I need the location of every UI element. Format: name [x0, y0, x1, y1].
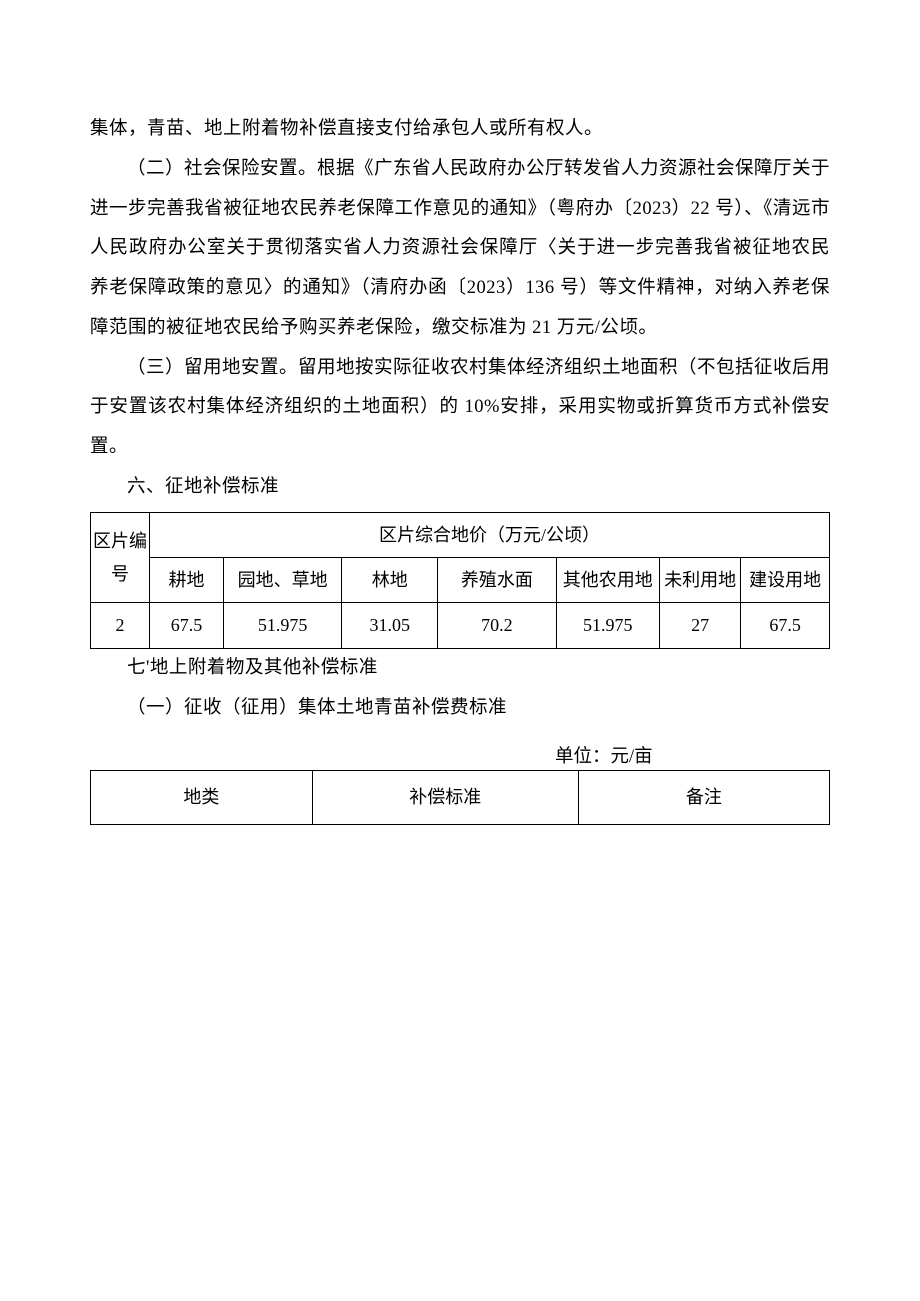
table1-cell-6: 67.5: [741, 603, 830, 648]
table1-row-id: 2: [91, 603, 150, 648]
table1-rowhead: 区片编号: [91, 512, 150, 603]
compensation-standard-table: 区片编号 区片综合地价（万元/公顷） 耕地 园地、草地 林地 养殖水面 其他农用…: [90, 512, 830, 649]
seedling-compensation-table: 地类 补偿标准 备注: [90, 770, 830, 824]
table1-colhead-5: 未利用地: [659, 558, 740, 603]
table1-colhead-3: 养殖水面: [438, 558, 556, 603]
table2-colhead-2: 备注: [578, 771, 829, 824]
section-heading-6: 六、征地补偿标准: [90, 468, 830, 508]
section-heading-7: 七'地上附着物及其他补偿标准: [90, 649, 830, 689]
table-row: 耕地 园地、草地 林地 养殖水面 其他农用地 未利用地 建设用地: [91, 558, 830, 603]
table1-header-main: 区片综合地价（万元/公顷）: [150, 512, 830, 557]
body-paragraph-3: （三）留用地安置。留用地按实际征收农村集体经济组织土地面积（不包括征收后用于安置…: [90, 349, 830, 468]
table1-cell-3: 70.2: [438, 603, 556, 648]
table1-colhead-4: 其他农用地: [556, 558, 659, 603]
table1-cell-0: 67.5: [150, 603, 224, 648]
table-row: 地类 补偿标准 备注: [91, 771, 830, 824]
table1-cell-5: 27: [659, 603, 740, 648]
table2-colhead-0: 地类: [91, 771, 313, 824]
table1-colhead-1: 园地、草地: [224, 558, 342, 603]
body-paragraph-2: （二）社会保险安置。根据《广东省人民政府办公厅转发省人力资源社会保障厅关于进一步…: [90, 150, 830, 349]
body-paragraph-1: 集体，青苗、地上附着物补偿直接支付给承包人或所有权人。: [90, 110, 830, 150]
table-row: 2 67.5 51.975 31.05 70.2 51.975 27 67.5: [91, 603, 830, 648]
unit-label: 单位：元/亩: [90, 742, 830, 768]
table1-colhead-0: 耕地: [150, 558, 224, 603]
table1-colhead-6: 建设用地: [741, 558, 830, 603]
table1-cell-2: 31.05: [342, 603, 438, 648]
table1-colhead-2: 林地: [342, 558, 438, 603]
table-row: 区片编号 区片综合地价（万元/公顷）: [91, 512, 830, 557]
table1-cell-1: 51.975: [224, 603, 342, 648]
section-heading-7-1: （一）征收（征用）集体土地青苗补偿费标准: [90, 689, 830, 729]
table1-cell-4: 51.975: [556, 603, 659, 648]
table2-colhead-1: 补偿标准: [312, 771, 578, 824]
